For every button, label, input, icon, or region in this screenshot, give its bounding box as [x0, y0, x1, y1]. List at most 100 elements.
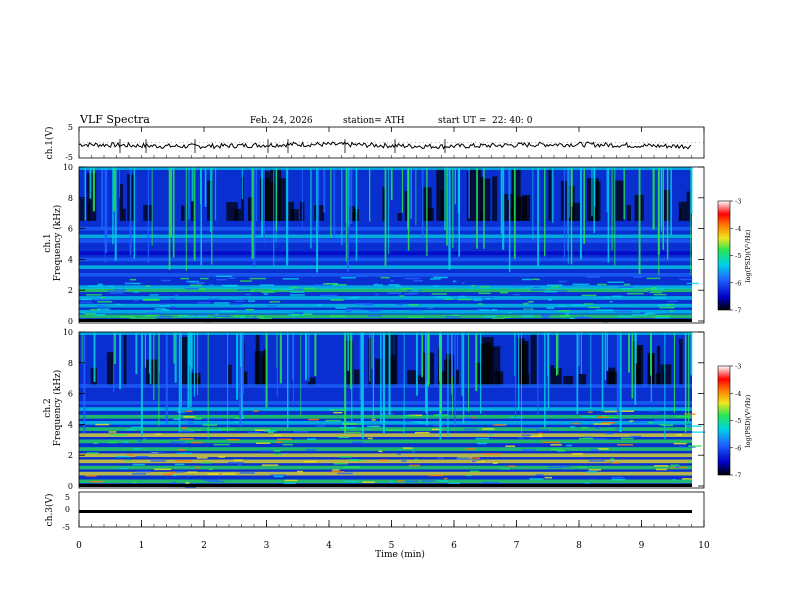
spectrogram-texture	[233, 421, 243, 423]
spectrogram-texture	[521, 449, 536, 451]
spectrogram-texture	[302, 313, 313, 316]
spectrogram-dark-patch	[288, 201, 294, 221]
spectrogram-band	[79, 288, 692, 293]
spectrogram-sferic	[310, 167, 312, 249]
spectrogram-sferic	[382, 332, 385, 433]
spectrogram-texture	[273, 475, 284, 478]
spectrogram-texture	[476, 461, 485, 463]
spectrogram-texture	[611, 476, 624, 479]
spectrogram-dark-patch	[86, 173, 97, 221]
spectrogram-sferic	[105, 167, 108, 253]
spectrogram-texture	[570, 426, 576, 428]
spectrogram-texture	[346, 431, 361, 434]
spectrogram-texture	[479, 286, 490, 288]
spectrogram-dark-patch	[686, 191, 690, 221]
spectrogram-texture	[473, 299, 482, 301]
spectrogram-texture	[96, 305, 107, 307]
spectrogram-dark-patch	[678, 201, 687, 221]
spectrogram-sferic	[388, 332, 391, 415]
spectrogram-sferic	[425, 332, 428, 413]
spectrogram-texture	[132, 481, 137, 484]
spectrogram-dark-patch	[608, 367, 616, 386]
spectrogram-sferic	[129, 167, 132, 256]
spectrogram-texture	[380, 276, 390, 279]
time-tick-label: 0	[76, 541, 82, 551]
spectrogram-top-band	[79, 332, 692, 335]
spectrogram-texture	[654, 316, 670, 319]
spectrogram-dark-patch	[591, 181, 601, 221]
spectrogram-texture	[349, 459, 364, 461]
spectrogram-texture	[330, 299, 344, 301]
spectrogram-texture	[290, 291, 305, 293]
spectrogram-sferic	[204, 167, 207, 207]
spectrogram-texture	[109, 434, 127, 436]
spectrogram-texture	[651, 287, 657, 289]
spectrogram-texture	[655, 315, 671, 317]
spectrogram-texture	[179, 315, 195, 318]
spectrogram-texture	[355, 303, 373, 305]
spectrogram-texture	[315, 425, 326, 427]
spectrogram-sferic	[508, 167, 511, 273]
spectrogram-texture	[633, 276, 643, 278]
spectrogram-texture	[491, 309, 498, 311]
spectrogram-texture	[632, 421, 648, 423]
spectrogram-texture	[572, 283, 590, 286]
spectrogram-texture	[186, 429, 202, 431]
spectrogram-texture	[611, 462, 619, 464]
spectrogram-texture	[673, 442, 687, 445]
spectrogram-texture	[85, 475, 97, 477]
spectrogram-sferic	[187, 332, 190, 408]
spectrogram-texture	[483, 453, 501, 455]
spectrogram-sferic	[263, 167, 265, 243]
spectrogram-texture	[208, 468, 213, 470]
spectrogram-sferic	[502, 167, 505, 250]
spectrogram-texture	[675, 466, 680, 468]
spectrogram-texture	[455, 457, 469, 460]
spectrogram-texture	[107, 290, 125, 292]
spectrogram-texture	[509, 416, 523, 419]
spectrogram-dark-patch	[80, 198, 86, 221]
spectrogram-band	[79, 309, 692, 314]
spectrogram-texture	[413, 421, 423, 423]
spectrogram-texture	[283, 482, 296, 484]
ch2-ytick-label: 4	[68, 420, 73, 429]
spectrogram-texture	[433, 276, 448, 279]
spectrogram-sferic	[475, 332, 478, 392]
ch2-colorbar-tick-label: -7	[735, 472, 741, 480]
spectrogram-texture	[489, 433, 493, 436]
spectrogram-dark-patch	[566, 185, 575, 221]
spectrogram-texture	[339, 456, 352, 458]
spectrogram-texture	[282, 443, 293, 446]
spectrogram-sferic	[407, 167, 410, 251]
spectrogram-texture	[80, 298, 92, 301]
spectrogram-sferic	[241, 167, 243, 200]
spectrogram-texture	[333, 411, 343, 414]
spectrogram-texture	[547, 299, 552, 301]
spectrogram-sferic	[500, 167, 502, 234]
spectrogram-texture	[597, 448, 609, 450]
spectrogram-sferic	[253, 167, 256, 268]
spectrogram-texture	[654, 465, 669, 467]
spectrogram-texture	[558, 280, 567, 283]
spectrogram-texture	[524, 302, 533, 304]
spectrogram-texture	[107, 441, 118, 444]
spectrogram-texture	[581, 294, 597, 297]
spectrogram-texture	[565, 313, 570, 316]
spectrogram-sferic	[518, 332, 520, 409]
spectrogram-sferic	[151, 167, 153, 246]
spectrogram-texture	[649, 410, 658, 412]
spectrogram-texture	[405, 480, 419, 483]
spectrogram-texture	[508, 311, 512, 314]
spectrogram-texture	[145, 285, 151, 287]
spectrogram-texture	[292, 315, 296, 318]
spectrogram-texture	[216, 316, 223, 318]
spectrogram-sferic	[355, 167, 358, 261]
spectrogram-texture	[685, 425, 702, 427]
spectrogram-texture	[271, 288, 279, 290]
ch2-spectrogram-panel: 0 2 4 6 8 10 ch.2 Frequency (kHz)	[43, 328, 706, 491]
spectrogram-sferic	[333, 167, 336, 238]
spectrogram-dark-patch	[469, 167, 482, 221]
spectrogram-texture	[649, 291, 662, 294]
spectrogram-sferic	[591, 167, 593, 217]
ch2-ytick-group: 0 2 4 6 8 10	[63, 328, 704, 491]
